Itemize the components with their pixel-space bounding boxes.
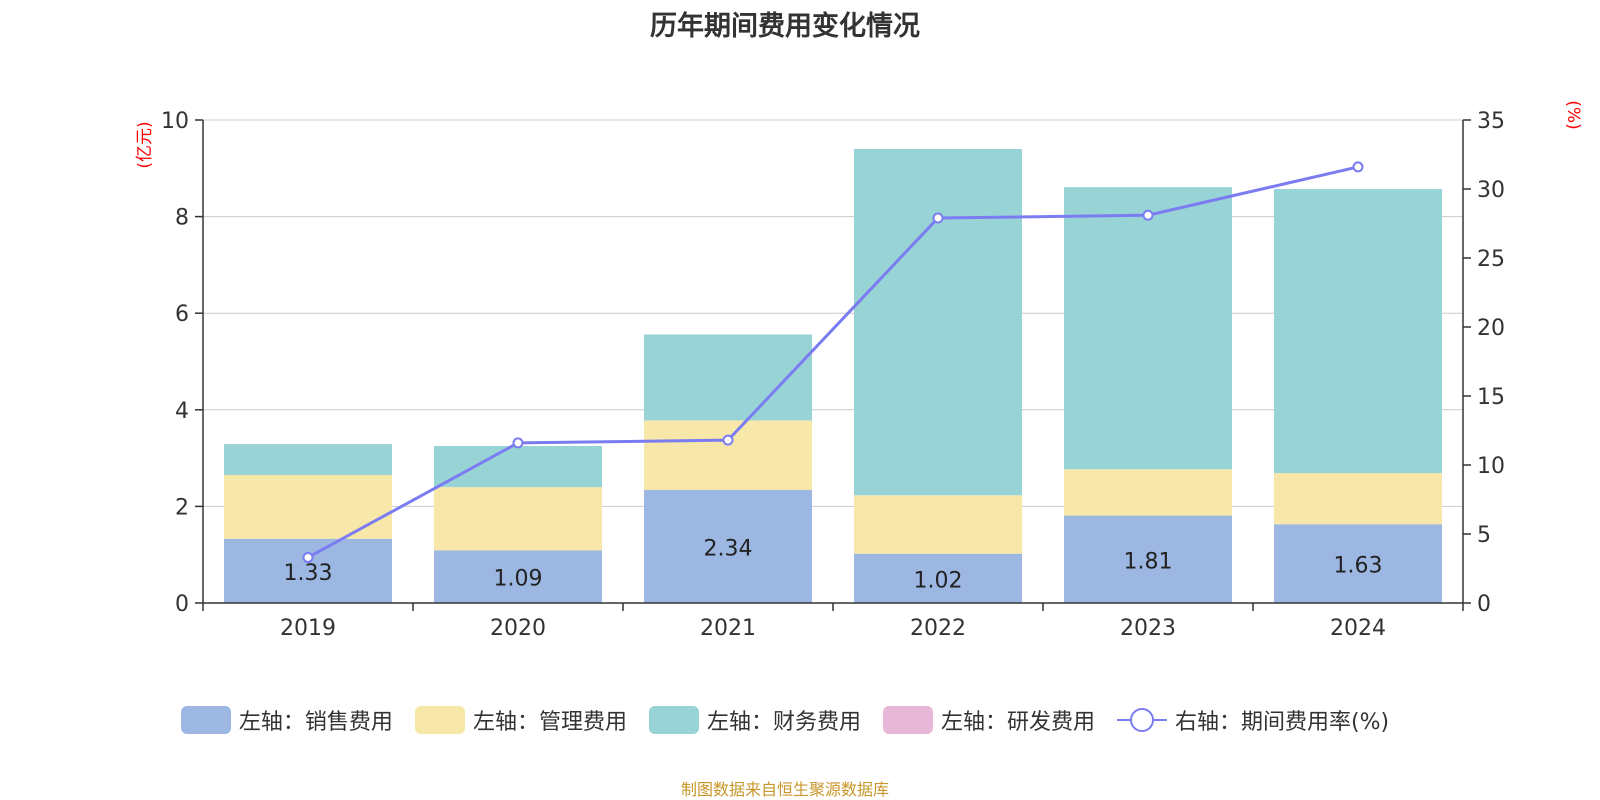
- bar-0-2022: [854, 553, 1022, 603]
- legend-swatch: [882, 706, 933, 734]
- bar-0-2024: [1274, 524, 1442, 603]
- legend-item[interactable]: 左轴：销售费用: [180, 704, 393, 736]
- line-point-2022: [932, 212, 944, 224]
- bar-2-2023: [1064, 187, 1232, 470]
- line-point-2023: [1142, 209, 1154, 221]
- x-axis-label: 2023: [1120, 616, 1176, 641]
- right-axis-tick-label: 0: [1477, 592, 1491, 617]
- bar-1-2021: [644, 420, 812, 490]
- line-point-2019: [302, 551, 314, 563]
- bar-1-2024: [1274, 473, 1442, 525]
- chart-title: 历年期间费用变化情况: [650, 11, 920, 42]
- right-axis-tick-label: 15: [1477, 385, 1505, 410]
- data-label: 1.33: [284, 561, 333, 586]
- left-axis-tick-label: 2: [175, 495, 189, 520]
- left-axis-tick-label: 4: [175, 399, 189, 424]
- legend-item[interactable]: 右轴：期间费用率(%): [1116, 704, 1390, 736]
- x-axis-label: 2024: [1330, 616, 1386, 641]
- line-point-2020: [512, 437, 524, 449]
- right-axis-tick-label: 25: [1477, 247, 1505, 272]
- x-axis-label: 2022: [910, 616, 966, 641]
- legend-label: 左轴：财务费用: [706, 710, 861, 735]
- left-axis-tick-label: 10: [161, 109, 189, 134]
- x-axis-label: 2021: [700, 616, 756, 641]
- bar-1-2019: [224, 475, 392, 539]
- legend: 左轴：销售费用 左轴：管理费用 左轴：财务费用 左轴：研发费用 右轴：期间费用率(%): [0, 704, 1570, 736]
- line-series-rate: [307, 165, 1359, 559]
- bar-2-2019: [224, 444, 392, 476]
- chart-area: 0 2 4 6 8 10 0 5 10 15 20 25 30 35 (亿元) (%) 2019 2020 2021…: [135, 100, 1583, 641]
- legend-swatch: [180, 706, 231, 734]
- data-label: 1.63: [1334, 554, 1383, 579]
- left-axis-tick-label: 6: [175, 302, 189, 327]
- right-axis-tick-label: 5: [1477, 523, 1491, 548]
- legend-swatch: [1116, 706, 1167, 734]
- left-axis-tick-label: 0: [175, 592, 189, 617]
- bar-1-2022: [854, 495, 1022, 554]
- line-point-2024: [1352, 161, 1364, 173]
- bar-1-2020: [434, 487, 602, 551]
- bar-0-2019: [224, 538, 392, 603]
- bar-1-2023: [1064, 469, 1232, 516]
- bar-2-2022: [854, 148, 1022, 496]
- legend-item[interactable]: 左轴：财务费用: [648, 704, 861, 736]
- right-axis-tick-label: 20: [1477, 316, 1505, 341]
- data-label: 2.34: [704, 536, 753, 561]
- bar-2-2020: [434, 446, 602, 488]
- x-axis-label: 2019: [280, 616, 336, 641]
- legend-label: 右轴：期间费用率(%): [1174, 710, 1390, 735]
- right-axis-tick-label: 30: [1477, 178, 1505, 203]
- legend-item[interactable]: 左轴：管理费用: [414, 704, 627, 736]
- legend-swatch: [648, 706, 699, 734]
- data-label: 1.02: [914, 568, 963, 593]
- right-axis-tick-label: 35: [1477, 109, 1505, 134]
- legend-label: 左轴：销售费用: [238, 710, 393, 735]
- data-label: 1.09: [494, 567, 543, 592]
- bar-2-2021: [644, 334, 812, 421]
- legend-swatch: [414, 706, 465, 734]
- legend-label: 左轴：管理费用: [472, 710, 627, 735]
- source-note: 制图数据来自恒生聚源数据库: [680, 780, 889, 799]
- bar-0-2021: [644, 489, 812, 603]
- bar-2-2024: [1274, 189, 1442, 474]
- data-label: 1.81: [1124, 549, 1173, 574]
- left-axis-tick-label: 8: [175, 206, 189, 231]
- legend-item[interactable]: 左轴：研发费用: [882, 704, 1095, 736]
- bar-0-2020: [434, 550, 602, 603]
- bar-0-2023: [1064, 515, 1232, 603]
- right-axis-title: (%): [1563, 100, 1583, 129]
- legend-label: 左轴：研发费用: [940, 710, 1095, 735]
- line-point-2021: [722, 434, 734, 446]
- x-axis-label: 2020: [490, 616, 546, 641]
- right-axis-tick-label: 10: [1477, 454, 1505, 479]
- left-axis-title: (亿元): [135, 121, 155, 168]
